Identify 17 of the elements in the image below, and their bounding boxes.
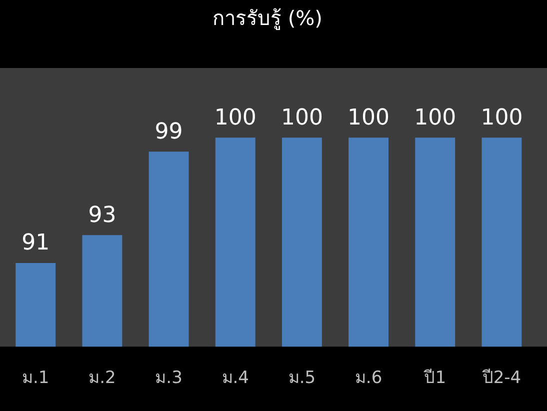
x-tick-label: ปี2-4 bbox=[481, 368, 522, 388]
chart-title: การรับรู้ (%) bbox=[212, 6, 322, 32]
data-label: 100 bbox=[280, 105, 323, 130]
x-tick-label: ม.5 bbox=[288, 368, 316, 388]
x-tick-label: ปี1 bbox=[423, 368, 446, 388]
data-label: 99 bbox=[154, 119, 183, 144]
data-label: 100 bbox=[348, 105, 390, 130]
data-label: 100 bbox=[480, 105, 523, 130]
data-label: 93 bbox=[88, 202, 116, 228]
data-label: 100 bbox=[214, 105, 256, 130]
data-label: 91 bbox=[22, 230, 50, 256]
x-tick-label: ม.1 bbox=[22, 368, 50, 388]
x-tick-label: ม.6 bbox=[354, 368, 382, 388]
data-label: 100 bbox=[414, 105, 456, 130]
x-tick-label: ม.3 bbox=[155, 368, 182, 388]
x-tick-label: ม.2 bbox=[88, 368, 116, 388]
x-tick-label: ม.4 bbox=[222, 368, 249, 388]
